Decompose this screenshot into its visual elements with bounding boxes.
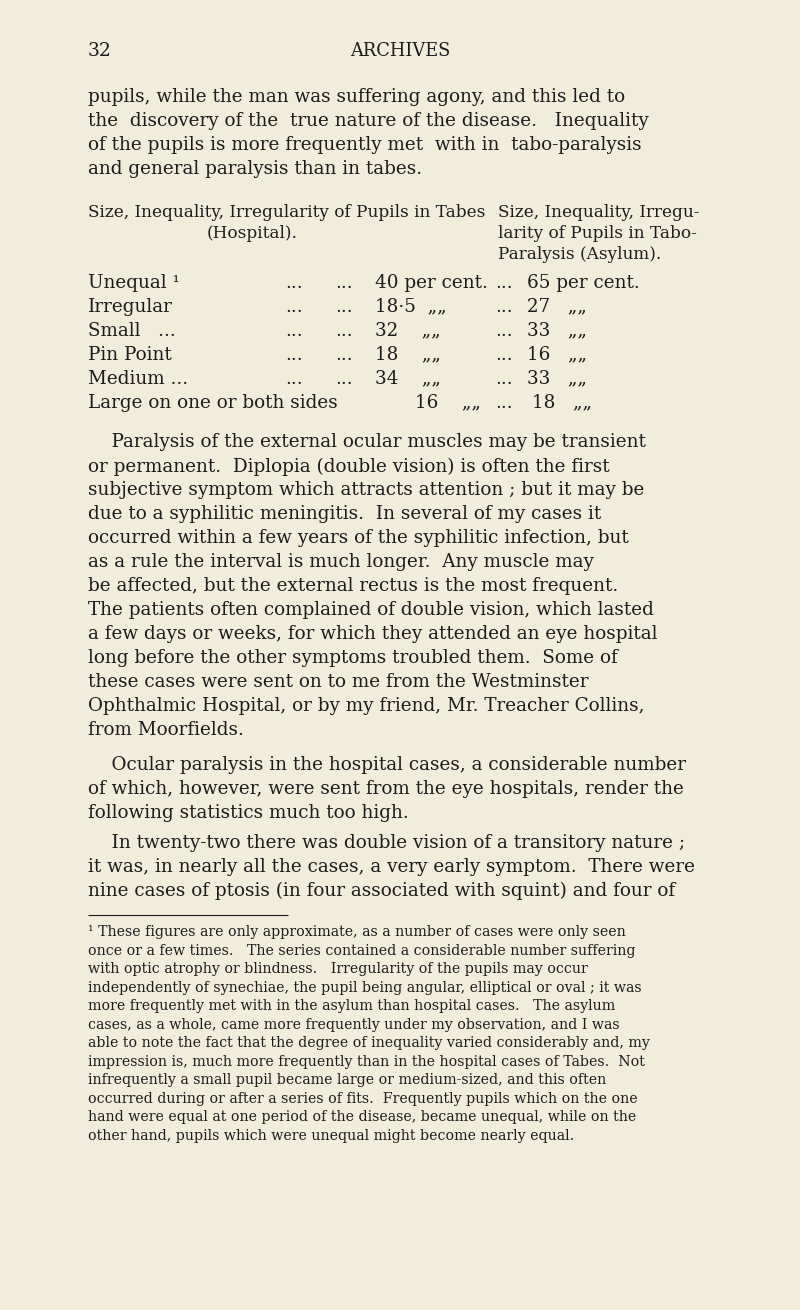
Text: 40 per cent.: 40 per cent. xyxy=(375,274,488,292)
Text: infrequently a small pupil became large or medium-sized, and this often: infrequently a small pupil became large … xyxy=(88,1073,606,1087)
Text: ...: ... xyxy=(285,346,302,364)
Text: The patients often complained of double vision, which lasted: The patients often complained of double … xyxy=(88,601,654,620)
Text: 32    „„: 32 „„ xyxy=(375,322,441,339)
Text: ...: ... xyxy=(285,369,302,388)
Text: ...: ... xyxy=(335,369,353,388)
Text: Large on one or both sides: Large on one or both sides xyxy=(88,394,338,411)
Text: occurred during or after a series of fits.  Frequently pupils which on the one: occurred during or after a series of fit… xyxy=(88,1091,638,1106)
Text: Pin Point: Pin Point xyxy=(88,346,172,364)
Text: ...: ... xyxy=(495,274,513,292)
Text: independently of synechiae, the pupil being angular, elliptical or oval ; it was: independently of synechiae, the pupil be… xyxy=(88,981,642,994)
Text: (Hospital).: (Hospital). xyxy=(206,225,298,242)
Text: ...: ... xyxy=(335,274,353,292)
Text: these cases were sent on to me from the Westminster: these cases were sent on to me from the … xyxy=(88,673,589,692)
Text: subjective symptom which attracts attention ; but it may be: subjective symptom which attracts attent… xyxy=(88,482,644,499)
Text: ARCHIVES: ARCHIVES xyxy=(350,42,450,60)
Text: long before the other symptoms troubled them.  Some of: long before the other symptoms troubled … xyxy=(88,650,618,667)
Text: ¹ These figures are only approximate, as a number of cases were only seen: ¹ These figures are only approximate, as… xyxy=(88,925,626,939)
Text: larity of Pupils in Tabo-: larity of Pupils in Tabo- xyxy=(498,225,697,242)
Text: ...: ... xyxy=(285,322,302,339)
Text: it was, in nearly all the cases, a very early symptom.  There were: it was, in nearly all the cases, a very … xyxy=(88,858,695,876)
Text: the  discovery of the  true nature of the disease.   Inequality: the discovery of the true nature of the … xyxy=(88,111,649,130)
Text: 16    „„: 16 „„ xyxy=(415,394,481,411)
Text: ...: ... xyxy=(335,322,353,339)
Text: more frequently met with in the asylum than hospital cases.   The asylum: more frequently met with in the asylum t… xyxy=(88,1000,615,1013)
Text: other hand, pupils which were unequal might become nearly equal.: other hand, pupils which were unequal mi… xyxy=(88,1128,574,1142)
Text: Paralysis of the external ocular muscles may be transient: Paralysis of the external ocular muscles… xyxy=(88,434,646,452)
Text: with optic atrophy or blindness.   Irregularity of the pupils may occur: with optic atrophy or blindness. Irregul… xyxy=(88,962,588,976)
Text: pupils, while the man was suffering agony, and this led to: pupils, while the man was suffering agon… xyxy=(88,88,625,106)
Text: and general paralysis than in tabes.: and general paralysis than in tabes. xyxy=(88,160,422,178)
Text: due to a syphilitic meningitis.  In several of my cases it: due to a syphilitic meningitis. In sever… xyxy=(88,506,602,524)
Text: 34    „„: 34 „„ xyxy=(375,369,441,388)
Text: Medium ...: Medium ... xyxy=(88,369,188,388)
Text: ...: ... xyxy=(495,369,513,388)
Text: as a rule the interval is much longer.  Any muscle may: as a rule the interval is much longer. A… xyxy=(88,553,594,571)
Text: occurred within a few years of the syphilitic infection, but: occurred within a few years of the syphi… xyxy=(88,529,629,548)
Text: ...: ... xyxy=(285,297,302,316)
Text: 27   „„: 27 „„ xyxy=(527,297,586,316)
Text: or permanent.  Diplopia (double vision) is often the first: or permanent. Diplopia (double vision) i… xyxy=(88,457,610,476)
Text: 33   „„: 33 „„ xyxy=(527,322,587,339)
Text: Unequal ¹: Unequal ¹ xyxy=(88,274,180,292)
Text: 18    „„: 18 „„ xyxy=(375,346,441,364)
Text: ...: ... xyxy=(335,346,353,364)
Text: Small   ...: Small ... xyxy=(88,322,176,339)
Text: able to note the fact that the degree of inequality varied considerably and, my: able to note the fact that the degree of… xyxy=(88,1036,650,1051)
Text: ...: ... xyxy=(495,297,513,316)
Text: Irregular: Irregular xyxy=(88,297,173,316)
Text: 32: 32 xyxy=(88,42,112,60)
Text: ...: ... xyxy=(285,274,302,292)
Text: ...: ... xyxy=(495,394,513,411)
Text: from Moorfields.: from Moorfields. xyxy=(88,722,244,739)
Text: 18·5  „„: 18·5 „„ xyxy=(375,297,446,316)
Text: be affected, but the external rectus is the most frequent.: be affected, but the external rectus is … xyxy=(88,578,618,596)
Text: hand were equal at one period of the disease, became unequal, while on the: hand were equal at one period of the dis… xyxy=(88,1110,636,1124)
Text: Size, Inequality, Irregularity of Pupils in Tabes: Size, Inequality, Irregularity of Pupils… xyxy=(88,204,486,221)
Text: 16   „„: 16 „„ xyxy=(527,346,587,364)
Text: ...: ... xyxy=(495,322,513,339)
Text: 33   „„: 33 „„ xyxy=(527,369,587,388)
Text: 18   „„: 18 „„ xyxy=(532,394,592,411)
Text: of which, however, were sent from the eye hospitals, render the: of which, however, were sent from the ey… xyxy=(88,781,684,798)
Text: once or a few times.   The series contained a considerable number suffering: once or a few times. The series containe… xyxy=(88,943,635,958)
Text: nine cases of ptosis (in four associated with squint) and four of: nine cases of ptosis (in four associated… xyxy=(88,882,675,900)
Text: following statistics much too high.: following statistics much too high. xyxy=(88,804,409,823)
Text: impression is, much more frequently than in the hospital cases of Tabes.  Not: impression is, much more frequently than… xyxy=(88,1055,645,1069)
Text: cases, as a whole, came more frequently under my observation, and I was: cases, as a whole, came more frequently … xyxy=(88,1018,620,1031)
Text: Paralysis (Asylum).: Paralysis (Asylum). xyxy=(498,246,662,263)
Text: Size, Inequality, Irregu-: Size, Inequality, Irregu- xyxy=(498,204,699,221)
Text: 65 per cent.: 65 per cent. xyxy=(527,274,640,292)
Text: a few days or weeks, for which they attended an eye hospital: a few days or weeks, for which they atte… xyxy=(88,625,658,643)
Text: ...: ... xyxy=(495,346,513,364)
Text: of the pupils is more frequently met  with in  tabo-paralysis: of the pupils is more frequently met wit… xyxy=(88,136,642,153)
Text: Ophthalmic Hospital, or by my friend, Mr. Treacher Collins,: Ophthalmic Hospital, or by my friend, Mr… xyxy=(88,697,645,715)
Text: In twenty-two there was double vision of a transitory nature ;: In twenty-two there was double vision of… xyxy=(88,834,685,853)
Text: Ocular paralysis in the hospital cases, a considerable number: Ocular paralysis in the hospital cases, … xyxy=(88,756,686,774)
Text: ...: ... xyxy=(335,297,353,316)
